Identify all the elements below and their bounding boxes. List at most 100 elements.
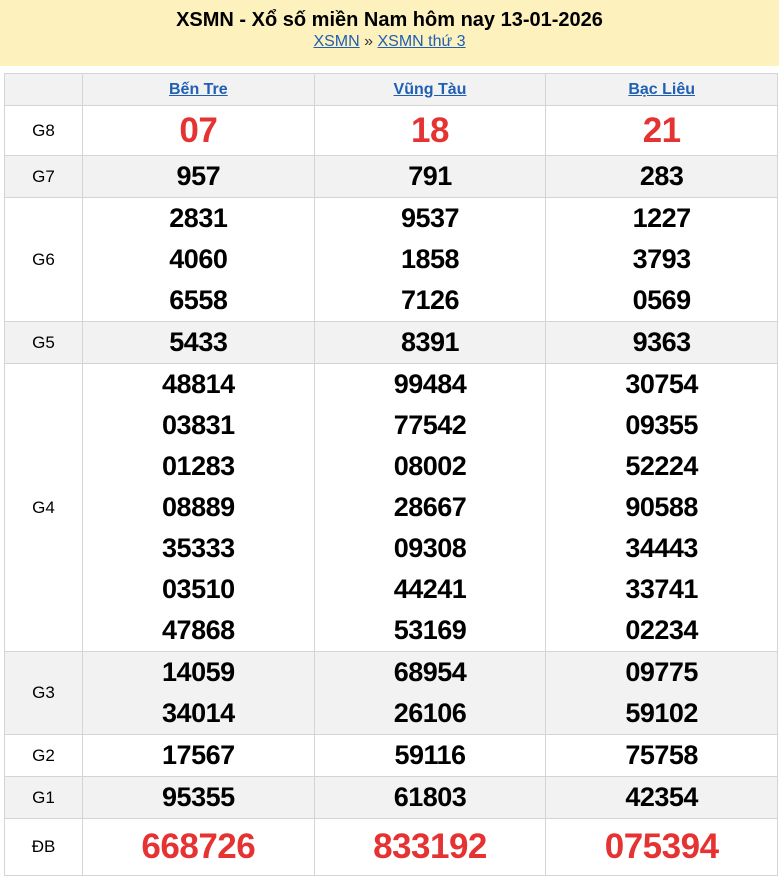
prize-number: 09355 <box>625 410 698 440</box>
prize-number: 2831 <box>169 203 228 233</box>
prize-number: 08889 <box>162 492 235 522</box>
prize-number: 77542 <box>393 410 467 440</box>
prize-label: G1 <box>4 776 83 819</box>
prize-label: ĐB <box>4 818 83 876</box>
prize-number: 34443 <box>625 533 698 563</box>
prize-label: G6 <box>4 197 83 322</box>
prize-label: G4 <box>4 363 83 652</box>
prize-cell: 17567 <box>82 734 315 777</box>
prize-cell: 8391 <box>313 321 547 364</box>
prize-cell: 42354 <box>545 776 778 819</box>
breadcrumb-xsmn-link[interactable]: XSMN <box>313 33 360 50</box>
prize-number: 52224 <box>625 451 698 481</box>
prize-row-g4: G4 48814 03831 01283 08889 35333 03510 47868 994… <box>4 363 778 652</box>
prize-number: 90588 <box>625 492 698 522</box>
prize-number: 26106 <box>393 698 467 728</box>
prize-number: 30754 <box>625 369 698 399</box>
prize-cell: 09775 59102 <box>545 651 778 735</box>
prize-label: G2 <box>4 734 83 777</box>
prize-cell: 957 <box>82 155 315 198</box>
prize-number: 4060 <box>169 244 228 274</box>
prize-cell: 21 <box>545 105 778 156</box>
prize-label: G3 <box>4 651 83 735</box>
prize-number: 0569 <box>632 285 692 315</box>
table-header-row: Bến Tre Vũng Tàu Bạc Liêu <box>4 73 778 106</box>
prize-number: 1858 <box>400 244 460 274</box>
results-table: Bến Tre Vũng Tàu Bạc Liêu G8 07 18 21 G7 957 7… <box>4 73 778 876</box>
prize-cell: 07 <box>82 105 315 156</box>
prize-label: G5 <box>4 321 83 364</box>
prize-cell: 95355 <box>82 776 315 819</box>
prize-cell: 48814 03831 01283 08889 35333 03510 47868 <box>82 363 315 652</box>
prize-row-g2: G2 17567 59116 75758 <box>4 734 778 777</box>
prize-number: 5433 <box>169 327 228 357</box>
prize-number: 1227 <box>632 203 692 233</box>
prize-number: 02234 <box>625 615 698 645</box>
prize-number: 61803 <box>393 782 467 812</box>
prize-number: 957 <box>176 161 221 191</box>
prize-number: 35333 <box>162 533 235 563</box>
prize-number: 53169 <box>393 615 467 645</box>
prize-cell: 99484 77542 08002 28667 09308 44241 53169 <box>313 363 547 652</box>
prize-number: 07 <box>179 111 218 150</box>
prize-number: 68954 <box>393 657 467 687</box>
prize-number: 7126 <box>400 285 460 315</box>
prize-cell: 9537 1858 7126 <box>313 197 547 322</box>
prize-cell: 791 <box>313 155 547 198</box>
prize-number: 59102 <box>625 698 698 728</box>
prize-number: 8391 <box>400 327 460 357</box>
prize-number: 6558 <box>169 285 228 315</box>
prize-number: 21 <box>642 111 681 150</box>
prize-number: 28667 <box>393 492 467 522</box>
prize-cell: 283 <box>545 155 778 198</box>
prize-number: 44241 <box>393 574 467 604</box>
province-link-vung-tau[interactable]: Vũng Tàu <box>393 80 467 98</box>
prize-row-g5: G5 5433 8391 9363 <box>4 321 778 364</box>
prize-number: 59116 <box>394 740 466 770</box>
prize-cell: 14059 34014 <box>82 651 315 735</box>
prize-number: 9537 <box>400 203 460 233</box>
prize-cell: 61803 <box>313 776 547 819</box>
breadcrumb-xsmn-thu3-link[interactable]: XSMN thứ 3 <box>377 33 466 50</box>
prize-label: G8 <box>4 105 83 156</box>
corner-cell <box>4 73 83 106</box>
prize-label: G7 <box>4 155 83 198</box>
prize-number: 48814 <box>162 369 235 399</box>
province-link-ben-tre[interactable]: Bến Tre <box>168 80 228 98</box>
prize-number: 17567 <box>162 740 235 770</box>
province-link-bac-lieu[interactable]: Bạc Liêu <box>628 80 695 98</box>
prize-number: 283 <box>639 161 684 191</box>
prize-cell: 668726 <box>82 818 315 876</box>
prize-number: 34014 <box>162 698 235 728</box>
prize-cell: 30754 09355 52224 90588 34443 33741 02234 <box>545 363 778 652</box>
prize-number: 18 <box>411 111 449 150</box>
prize-cell: 68954 26106 <box>313 651 547 735</box>
province-header: Bạc Liêu <box>545 73 778 106</box>
prize-row-g1: G1 95355 61803 42354 <box>4 776 778 819</box>
prize-row-đb: ĐB 668726 833192 075394 <box>4 818 778 876</box>
prize-number: 09308 <box>393 533 467 563</box>
prize-number: 075394 <box>604 827 719 866</box>
prize-number: 03510 <box>162 574 235 604</box>
prize-row-g3: G3 14059 34014 68954 26106 09775 59102 <box>4 651 778 735</box>
prize-number: 668726 <box>141 827 256 866</box>
prize-number: 833192 <box>373 827 487 866</box>
prize-cell: 075394 <box>545 818 778 876</box>
prize-cell: 59116 <box>313 734 547 777</box>
prize-number: 42354 <box>625 782 698 812</box>
prize-number: 47868 <box>162 615 235 645</box>
page-header: XSMN - Xổ số miền Nam hôm nay 13-01-2026… <box>0 0 779 66</box>
prize-cell: 1227 3793 0569 <box>545 197 778 322</box>
prize-cell: 9363 <box>545 321 778 364</box>
breadcrumb: XSMN » XSMN thứ 3 <box>0 32 779 52</box>
prize-number: 33741 <box>625 574 698 604</box>
prize-number: 09775 <box>625 657 698 687</box>
province-header: Bến Tre <box>82 73 315 106</box>
prize-row-g8: G8 07 18 21 <box>4 105 778 156</box>
prize-number: 01283 <box>162 451 235 481</box>
prize-number: 95355 <box>162 782 235 812</box>
page-title: XSMN - Xổ số miền Nam hôm nay 13-01-2026 <box>176 9 603 31</box>
prize-number: 9363 <box>632 327 692 357</box>
prize-number: 03831 <box>162 410 235 440</box>
prize-number: 791 <box>408 161 452 191</box>
